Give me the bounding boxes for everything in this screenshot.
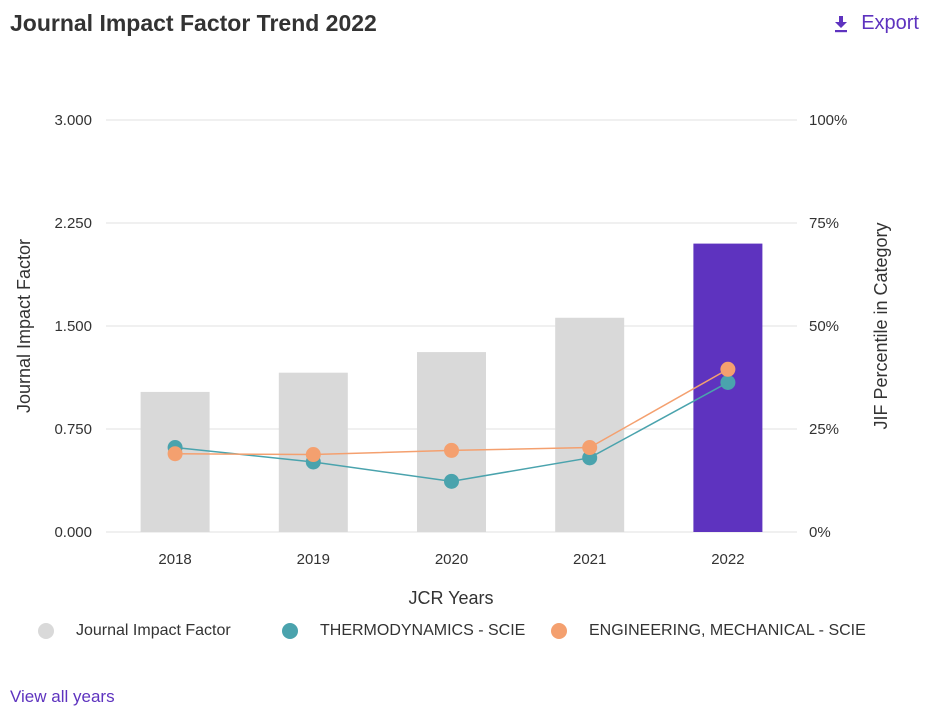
x-axis-title: JCR Years (408, 588, 493, 608)
jif-trend-chart: 0.000 0.750 1.500 2.250 3.000 0% 25% 50% 75% 100%… (14, 112, 891, 608)
y-tick-label-left: 0.000 (54, 524, 92, 541)
point-thermodynamics-2020 (444, 473, 459, 489)
y-tick-label-right: 0% (809, 524, 831, 541)
legend-item-jif[interactable]: Journal Impact Factor (38, 622, 231, 640)
y-tick-label-right: 100% (809, 112, 847, 129)
point-engineering-mechanical-2021 (582, 440, 598, 456)
x-tick-label: 2021 (573, 551, 606, 568)
export-label: Export (861, 12, 919, 34)
y-tick-label-right: 75% (809, 215, 839, 232)
y-axis-title-left: Journal Impact Factor (14, 239, 34, 413)
point-thermodynamics-2022 (720, 374, 736, 390)
chart-area: 0.000 0.750 1.500 2.250 3.000 0% 25% 50% 75% 100%… (0, 90, 927, 620)
point-engineering-mechanical-2019 (305, 447, 321, 463)
legend-marker-engineering-mechanical (551, 623, 567, 639)
point-thermodynamics-2021 (582, 450, 598, 466)
legend-label-thermodynamics: THERMODYNAMICS - SCIE (320, 622, 526, 639)
y-tick-label-left: 1.500 (54, 318, 92, 335)
bar-jif-2021 (555, 317, 625, 532)
legend-label-jif: Journal Impact Factor (76, 622, 231, 639)
x-tick-label: 2018 (158, 551, 191, 568)
y-tick-label-right: 50% (809, 318, 839, 335)
y-tick-label-right: 25% (809, 421, 839, 438)
export-button[interactable]: Export (833, 12, 919, 35)
view-all-years-link[interactable]: View all years (10, 687, 115, 706)
bar-jif-2018 (140, 391, 210, 532)
download-icon (833, 15, 849, 33)
legend-marker-thermodynamics (282, 623, 298, 639)
page-title: Journal Impact Factor Trend 2022 (10, 10, 377, 36)
x-tick-label: 2019 (297, 551, 330, 568)
y-tick-label-left: 2.250 (54, 215, 92, 232)
legend-marker-jif (38, 623, 54, 639)
x-tick-label: 2020 (435, 551, 468, 568)
x-tick-label: 2022 (711, 551, 744, 568)
y-tick-label-left: 0.750 (54, 421, 92, 438)
legend-item-thermodynamics[interactable]: THERMODYNAMICS - SCIE (282, 622, 525, 640)
y-tick-label-left: 3.000 (54, 112, 92, 129)
bar-jif-2020 (417, 352, 486, 532)
y-axis-title-right: JIF Percentile in Category (871, 222, 891, 429)
chart-legend: Journal Impact Factor THERMODYNAMICS - S… (0, 622, 927, 652)
chart-header: Journal Impact Factor Trend 2022 Export (0, 0, 927, 56)
legend-item-engineering-mechanical[interactable]: ENGINEERING, MECHANICAL - SCIE (551, 622, 866, 640)
point-engineering-mechanical-2018 (167, 446, 183, 462)
legend-label-engineering-mechanical: ENGINEERING, MECHANICAL - SCIE (589, 622, 866, 639)
point-engineering-mechanical-2020 (444, 442, 459, 458)
point-engineering-mechanical-2022 (720, 361, 736, 377)
